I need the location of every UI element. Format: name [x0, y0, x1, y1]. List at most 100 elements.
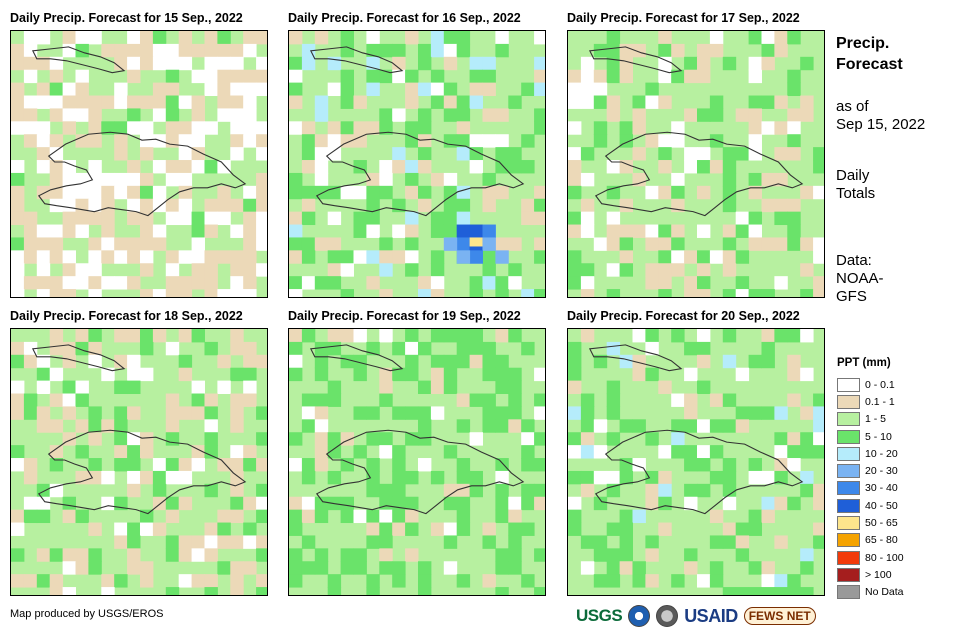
precip-cell [430, 82, 445, 97]
precip-cell [114, 535, 128, 549]
precip-cell [379, 535, 393, 549]
precip-cell [204, 419, 218, 433]
precip-cell [606, 548, 621, 562]
precip-cell [521, 445, 535, 459]
precip-cell [114, 43, 128, 58]
precip-cell [49, 160, 64, 174]
precip-cell [62, 95, 76, 109]
precip-cell [568, 470, 582, 485]
precip-cell [658, 56, 672, 71]
precip-cell [671, 134, 685, 148]
precip-cell [379, 380, 393, 395]
precip-cell [379, 172, 393, 187]
precip-cell [508, 160, 522, 174]
precip-cell [152, 185, 167, 200]
legend-label: 0 - 0.1 [865, 378, 895, 391]
precip-cell [204, 483, 218, 498]
legend: 0 - 0.1 0.1 - 1 1 - 5 5 - 10 10 - 20 20 … [837, 376, 904, 601]
precip-cell [534, 82, 545, 97]
precip-cell [139, 172, 154, 187]
precip-cell [774, 43, 788, 58]
precip-cell [75, 329, 89, 343]
precip-cell [813, 419, 824, 433]
precip-cell [101, 172, 115, 187]
precip-cell [75, 263, 89, 277]
precip-cell [787, 496, 801, 511]
precip-cell [11, 108, 25, 122]
precip-cell [619, 522, 633, 536]
precip-cell [366, 82, 380, 97]
precip-cell [178, 496, 193, 511]
precip-map-4 [11, 329, 267, 595]
precip-cell [11, 548, 25, 562]
precip-cell [800, 483, 814, 498]
precip-cell [379, 496, 393, 511]
precip-cell [49, 172, 64, 187]
precip-cell [139, 237, 154, 251]
precip-cell [619, 419, 633, 433]
precip-cell [658, 224, 672, 238]
legend-item: 10 - 20 [837, 445, 904, 462]
precip-cell [165, 56, 180, 71]
precip-cell [787, 224, 801, 238]
precip-cell [417, 419, 432, 433]
precip-cell [469, 224, 483, 238]
precip-cell [417, 432, 432, 446]
precip-cell [340, 69, 354, 84]
precip-cell [456, 211, 471, 226]
precip-cell [443, 134, 458, 148]
precip-cell [405, 224, 419, 238]
precip-cell [340, 95, 354, 109]
precip-cell [671, 121, 685, 135]
precip-cell [243, 134, 257, 148]
precip-cell [722, 263, 737, 277]
precip-cell [761, 341, 775, 356]
precip-cell [813, 393, 824, 407]
precip-cell [314, 548, 329, 562]
precip-cell [366, 483, 380, 498]
precip-cell [696, 224, 711, 238]
precip-cell [482, 263, 496, 277]
precip-cell [787, 108, 801, 122]
precip-cell [521, 211, 535, 226]
precip-cell [495, 250, 509, 264]
precip-cell [75, 445, 89, 459]
precip-cell [430, 250, 445, 264]
usaid-logo: USAID [684, 605, 738, 626]
precip-cell [735, 108, 750, 122]
precip-cell [23, 134, 38, 148]
precip-cell [645, 483, 659, 498]
precip-cell [88, 276, 102, 290]
precip-cell [204, 69, 218, 84]
precip-cell [353, 121, 367, 135]
precip-cell [62, 289, 76, 297]
precip-cell [443, 185, 458, 200]
precip-cell [62, 393, 76, 407]
precip-cell [289, 509, 303, 524]
precip-cell [645, 432, 659, 446]
precip-cell [353, 354, 367, 369]
precip-cell [256, 134, 267, 148]
precip-cell [230, 329, 244, 343]
precip-cell [49, 69, 64, 84]
precip-cell [11, 82, 25, 97]
precip-cell [204, 432, 218, 446]
map-panel-2 [288, 30, 546, 298]
precip-cell [593, 535, 608, 549]
precip-cell [417, 406, 432, 420]
precip-map-5 [289, 329, 545, 595]
precip-cell [49, 458, 64, 472]
precip-cell [114, 445, 128, 459]
precip-cell [417, 458, 432, 472]
precip-cell [482, 393, 496, 407]
precip-cell [580, 224, 595, 238]
precip-cell [366, 406, 380, 420]
precip-cell [593, 134, 608, 148]
precip-cell [165, 160, 180, 174]
precip-cell [658, 445, 672, 459]
precip-cell [301, 393, 316, 407]
precip-cell [230, 445, 244, 459]
precip-cell [580, 419, 595, 433]
panel-title-4: Daily Precip. Forecast for 18 Sep., 2022 [10, 309, 243, 323]
precip-cell [114, 250, 128, 264]
